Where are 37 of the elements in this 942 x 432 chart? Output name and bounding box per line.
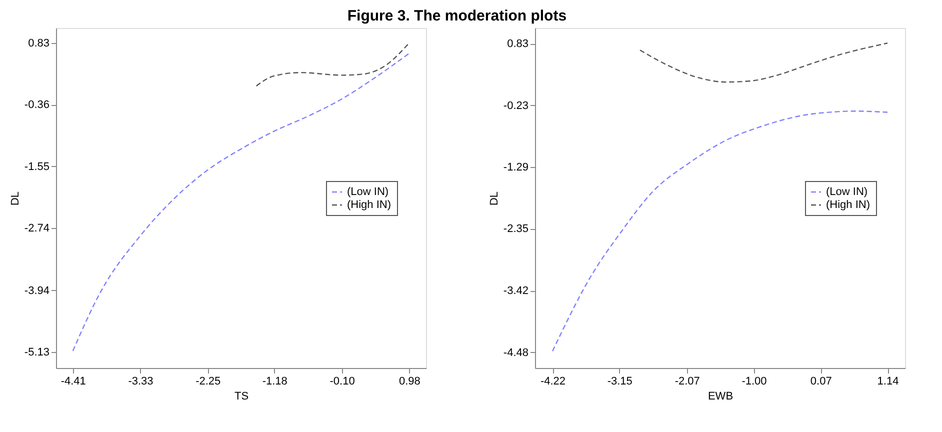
y-tick-label: -0.23 (503, 100, 528, 112)
x-tick-label: -2.25 (196, 376, 221, 388)
x-tick-label: 1.14 (877, 376, 899, 388)
y-tick-label: -2.74 (24, 222, 50, 235)
x-tick-label: -4.41 (60, 376, 86, 388)
y-axis-title: DL (488, 191, 500, 206)
x-tick-label: -4.22 (540, 376, 566, 388)
text: Figure 3. The moderation plots (347, 8, 567, 24)
y-tick-label: -3.42 (503, 285, 528, 298)
legend-label: (Low IN) (347, 186, 389, 198)
legend-label: (Low IN) (826, 186, 868, 198)
x-tick-label: 0.07 (810, 376, 832, 388)
x-tick-label: -3.15 (607, 376, 632, 388)
x-tick-label: -1.18 (262, 376, 288, 388)
y-tick-label: 0.83 (507, 38, 528, 50)
x-tick-label: -0.10 (330, 376, 355, 388)
line-series (72, 52, 410, 352)
legend-label: (High IN) (826, 199, 870, 211)
line-series (552, 110, 888, 352)
y-tick-label: -3.94 (24, 284, 50, 297)
x-axis-title: EWB (708, 390, 734, 402)
line-series (256, 42, 410, 87)
y-tick-label: -2.35 (503, 223, 528, 236)
legend-label: (High IN) (347, 199, 392, 211)
x-tick-label: -2.07 (674, 376, 700, 388)
y-tick-label: -4.48 (503, 346, 528, 359)
y-tick-label: 0.83 (28, 38, 50, 50)
y-tick-label: -5.13 (24, 346, 50, 358)
x-tick-label: -1.00 (742, 376, 767, 388)
y-tick-label: -1.29 (503, 161, 528, 174)
y-tick-label: -1.55 (24, 160, 50, 173)
line-series (639, 42, 888, 83)
x-tick-label: 0.98 (398, 376, 420, 388)
x-axis-title: TS (234, 390, 249, 402)
y-tick-label: -0.36 (24, 99, 50, 112)
x-tick-label: -3.33 (128, 376, 154, 388)
y-axis-title: DL (9, 191, 22, 206)
